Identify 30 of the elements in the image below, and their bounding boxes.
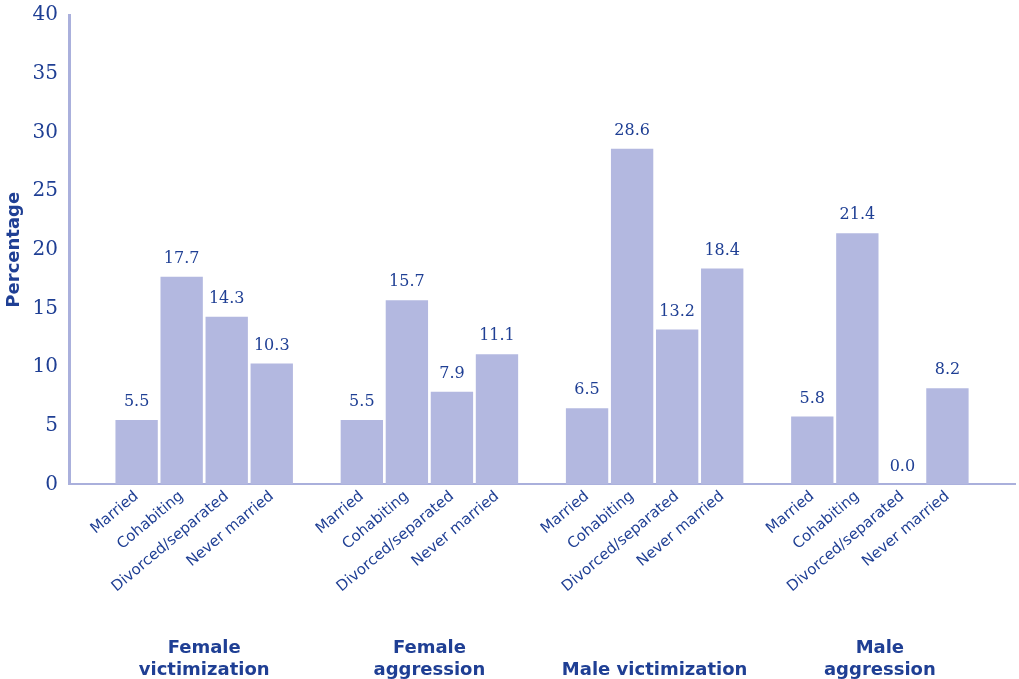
text: Male aggression — [823, 636, 936, 679]
data-label: 8.2 — [934, 359, 961, 379]
y-tick-label: 25 — [32, 177, 59, 202]
data-label: 28.6 — [614, 119, 650, 139]
data-label: 14.3 — [208, 287, 245, 307]
data-label: 5.5 — [349, 391, 375, 411]
data-label: 21.4 — [839, 204, 876, 224]
y-tick-label: 15 — [32, 294, 59, 319]
y-tick-label: 30 — [32, 118, 59, 143]
data-label: 17.7 — [163, 247, 200, 267]
data-label: 7.9 — [439, 362, 465, 382]
y-tick-label: 5 — [45, 411, 59, 436]
y-tick-label: 35 — [32, 59, 59, 84]
text: Male victimization — [561, 658, 748, 679]
data-label: 13.2 — [659, 300, 695, 320]
y-tick-label: 0 — [45, 470, 59, 495]
y-tick-label: 20 — [32, 235, 59, 260]
data-label: 10.3 — [253, 334, 290, 354]
data-label: 11.1 — [479, 325, 515, 345]
data-label: 18.4 — [704, 239, 741, 259]
text: Female victimization — [138, 636, 270, 679]
data-label: 0.0 — [889, 455, 916, 475]
data-label: 5.5 — [123, 391, 150, 411]
y-tick-label: 40 — [32, 1, 59, 26]
y-axis-title: Percentage — [2, 191, 24, 308]
data-label: 6.5 — [574, 379, 600, 399]
y-tick-label: 10 — [32, 353, 59, 378]
data-label: 15.7 — [389, 271, 425, 291]
text: Female aggression — [373, 636, 486, 679]
data-label: 5.8 — [799, 387, 826, 407]
